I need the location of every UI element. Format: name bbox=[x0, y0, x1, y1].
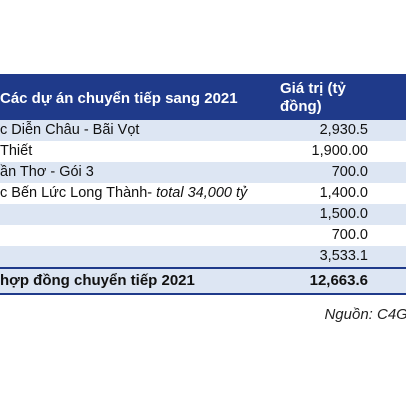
row-value: 2,930.5 bbox=[319, 122, 368, 138]
row-value: 1,400.0 bbox=[319, 185, 368, 201]
row-value: 700.0 bbox=[331, 164, 368, 180]
table-row: 1,500.0 bbox=[0, 204, 406, 225]
header-project-name: Các dự án chuyển tiếp sang 2021 bbox=[0, 90, 238, 107]
header-value: Giá trị (tỷ đồng) bbox=[280, 80, 346, 115]
row-value: 3,533.1 bbox=[319, 248, 368, 264]
row-name: Thiết bbox=[0, 143, 33, 159]
table-header: Các dự án chuyển tiếp sang 2021 Giá trị … bbox=[0, 74, 406, 120]
row-value: 700.0 bbox=[331, 227, 368, 243]
row-name: c Diễn Châu - Bãi Vọt bbox=[0, 122, 140, 138]
row-value: 1,900.00 bbox=[311, 143, 368, 159]
table-row: c Bến Lức Long Thành- total 34,000 tỷ 1,… bbox=[0, 183, 406, 204]
row-name: c Bến Lức Long Thành- total 34,000 tỷ bbox=[0, 185, 247, 201]
source-note: Nguồn: C4G, bbox=[324, 306, 406, 323]
table-row: 3,533.1 bbox=[0, 246, 406, 267]
total-value: 12,663.6 bbox=[309, 272, 368, 289]
total-label: hợp đồng chuyển tiếp 2021 bbox=[0, 272, 195, 289]
table-total-row: hợp đồng chuyển tiếp 2021 12,663.6 bbox=[0, 267, 406, 295]
row-name-italic-note: total 34,000 tỷ bbox=[156, 185, 248, 201]
table-row: Thiết 1,900.00 bbox=[0, 141, 406, 162]
table-row: ần Thơ - Gói 3 700.0 bbox=[0, 162, 406, 183]
row-value: 1,500.0 bbox=[319, 206, 368, 222]
table-row: c Diễn Châu - Bãi Vọt 2,930.5 bbox=[0, 120, 406, 141]
row-name-text: c Bến Lức Long Thành- bbox=[0, 185, 157, 201]
contracts-table: Các dự án chuyển tiếp sang 2021 Giá trị … bbox=[0, 74, 406, 295]
table-row: 700.0 bbox=[0, 225, 406, 246]
row-name: ần Thơ - Gói 3 bbox=[0, 164, 94, 180]
